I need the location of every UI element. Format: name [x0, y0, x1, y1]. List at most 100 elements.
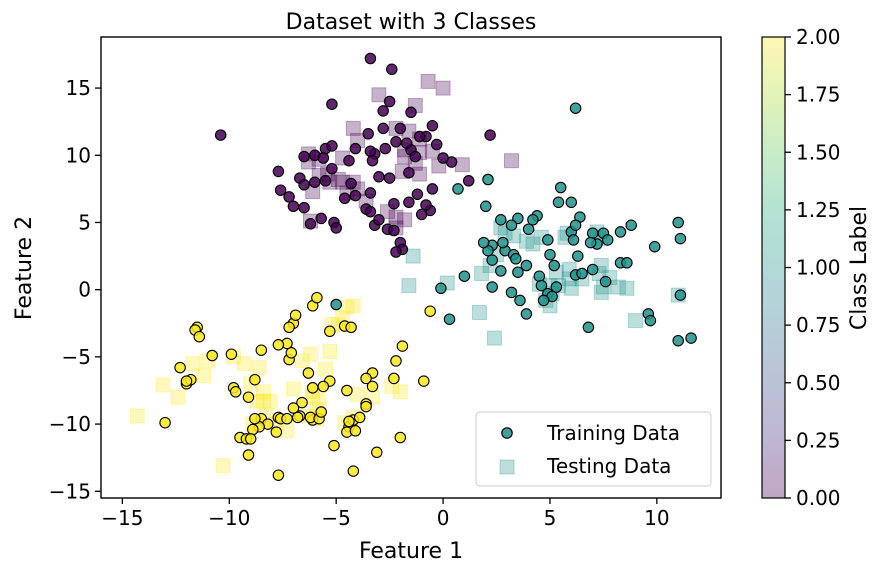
train-point — [409, 150, 422, 163]
train-point — [326, 162, 338, 175]
train-point — [621, 257, 633, 269]
train-point — [482, 173, 494, 186]
test-point — [318, 361, 333, 377]
test-point — [294, 353, 310, 369]
test-point — [435, 80, 451, 96]
train-point — [338, 192, 351, 205]
test-point — [388, 209, 404, 225]
test-point — [251, 360, 267, 376]
train-point — [420, 199, 432, 211]
train-point — [244, 433, 257, 445]
train-point — [648, 240, 661, 253]
train-point — [328, 439, 340, 452]
train-point — [304, 218, 317, 230]
x-tick-label: −5 — [321, 506, 350, 530]
colorbar-tick-label: 0.75 — [796, 313, 841, 337]
train-point — [567, 234, 580, 246]
train-point — [360, 372, 372, 385]
test-point — [518, 233, 534, 249]
train-point — [326, 140, 338, 152]
train-point — [386, 63, 398, 76]
train-point — [373, 214, 385, 226]
train-point — [394, 431, 407, 444]
train-point — [249, 412, 261, 425]
train-point — [349, 189, 362, 202]
train-point — [159, 416, 171, 429]
train-point — [426, 119, 439, 132]
train-point — [291, 411, 304, 424]
chart-title: Dataset with 3 Classes — [286, 10, 537, 35]
train-point — [586, 227, 599, 239]
y-tick-label: −10 — [49, 412, 91, 436]
colorbar-tick-label: 0.50 — [796, 371, 841, 395]
test-point — [196, 368, 212, 384]
x-tick-label: −10 — [208, 506, 250, 530]
colorbar-gradient — [762, 37, 785, 498]
train-point — [400, 137, 413, 149]
train-point — [206, 349, 218, 362]
y-tick-label: 0 — [78, 278, 91, 302]
y-tick-label: 5 — [78, 210, 91, 234]
test-point — [486, 330, 502, 346]
train-point — [383, 95, 396, 108]
test-point — [471, 305, 487, 320]
test-point — [504, 153, 519, 169]
test-point — [330, 172, 346, 187]
train-point — [289, 309, 302, 321]
train-point — [418, 375, 430, 387]
train-point — [552, 196, 565, 209]
train-point — [484, 129, 496, 141]
train-point — [582, 321, 595, 334]
train-point — [388, 224, 400, 237]
train-point — [486, 281, 498, 293]
train-point — [505, 219, 518, 231]
train-point — [324, 325, 336, 338]
train-point — [548, 259, 560, 272]
x-axis-label: Feature 1 — [359, 539, 463, 564]
train-point — [345, 177, 357, 190]
colorbar-tick-label: 0.25 — [796, 428, 841, 452]
legend-circle-marker — [501, 427, 513, 439]
train-point — [584, 236, 597, 249]
train-point — [388, 372, 400, 385]
x-tick-label: −15 — [101, 506, 143, 530]
train-point — [520, 308, 533, 320]
colorbar-tick-label: 1.00 — [796, 256, 841, 280]
train-point — [426, 183, 439, 195]
test-point — [303, 346, 318, 362]
test-point — [129, 408, 145, 424]
train-point — [296, 396, 308, 409]
y-tick-label: 15 — [66, 76, 91, 100]
train-point — [306, 382, 319, 394]
train-point — [614, 226, 627, 238]
train-point — [388, 197, 400, 210]
train-point — [281, 412, 293, 425]
train-point — [315, 406, 327, 418]
test-point — [563, 280, 579, 296]
train-point — [403, 196, 415, 209]
train-point — [576, 267, 588, 280]
test-point — [474, 266, 490, 281]
train-point — [569, 102, 582, 114]
train-point — [242, 391, 255, 403]
test-point — [525, 236, 541, 252]
train-point — [527, 214, 539, 226]
train-point — [411, 188, 424, 201]
train-point — [586, 263, 599, 276]
train-point — [270, 426, 283, 438]
train-point — [569, 219, 582, 231]
test-point — [593, 284, 609, 300]
x-tick-label: 10 — [644, 506, 669, 530]
train-point — [390, 355, 402, 367]
y-axis-label: Feature 2 — [12, 216, 37, 320]
train-point — [364, 52, 377, 65]
train-point — [452, 183, 464, 195]
train-point — [510, 253, 522, 265]
test-point — [345, 120, 361, 136]
train-point — [214, 129, 227, 141]
train-point — [371, 446, 383, 459]
x-tick-label: 5 — [544, 506, 557, 530]
test-point — [401, 278, 417, 294]
test-point — [610, 279, 626, 295]
train-point — [345, 321, 357, 334]
